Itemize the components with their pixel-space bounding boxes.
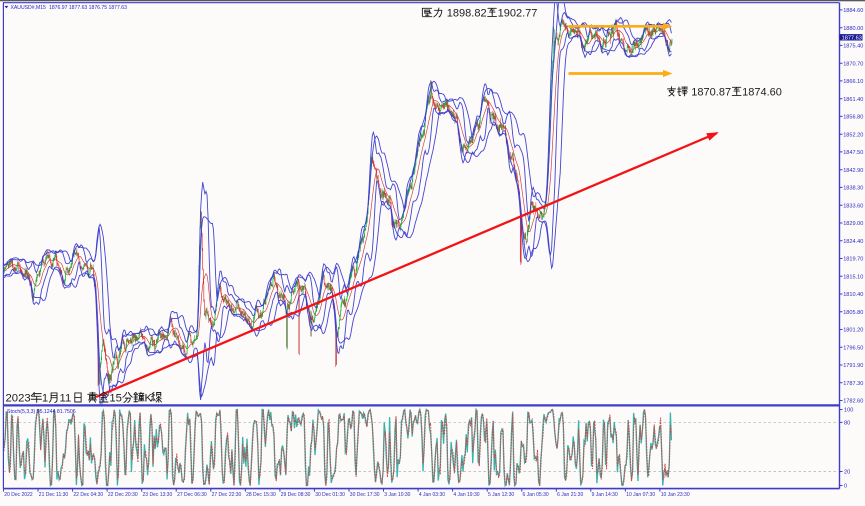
svg-text:1791.90: 1791.90 bbox=[843, 363, 863, 369]
svg-text:3 Jan 10:30: 3 Jan 10:30 bbox=[384, 492, 410, 498]
svg-text:1856.80: 1856.80 bbox=[843, 115, 863, 121]
svg-text:1801.20: 1801.20 bbox=[843, 328, 863, 334]
svg-text:2023: 2023 bbox=[6, 393, 31, 405]
svg-text:1: 1 bbox=[42, 393, 48, 405]
svg-text:6 Jan 05:30: 6 Jan 05:30 bbox=[523, 492, 549, 498]
svg-text:4 Jan 03:30: 4 Jan 03:30 bbox=[419, 492, 445, 498]
svg-text:1815.10: 1815.10 bbox=[843, 274, 863, 280]
svg-text:1870.87: 1870.87 bbox=[691, 86, 731, 98]
svg-text:1829.00: 1829.00 bbox=[843, 221, 863, 227]
svg-text:1875.40: 1875.40 bbox=[843, 44, 863, 50]
svg-text:100: 100 bbox=[844, 408, 853, 414]
svg-text:30 Dec 17:30: 30 Dec 17:30 bbox=[350, 492, 380, 498]
svg-text:27 Dec 22:30: 27 Dec 22:30 bbox=[212, 492, 242, 498]
svg-text:1866.10: 1866.10 bbox=[843, 79, 863, 85]
svg-text:1898.82: 1898.82 bbox=[447, 7, 487, 19]
svg-text:1902.77: 1902.77 bbox=[498, 7, 538, 19]
svg-text:1884.60: 1884.60 bbox=[843, 8, 863, 14]
svg-text:1852.20: 1852.20 bbox=[843, 132, 863, 138]
svg-text:XAUUSD#,M15: XAUUSD#,M15 bbox=[11, 5, 47, 11]
svg-text:5 Jan 12:30: 5 Jan 12:30 bbox=[488, 492, 514, 498]
svg-text:1870.70: 1870.70 bbox=[843, 61, 863, 67]
svg-text:20: 20 bbox=[844, 470, 850, 476]
svg-text:1861.40: 1861.40 bbox=[843, 97, 863, 103]
svg-text:29 Dec 08:30: 29 Dec 08:30 bbox=[281, 492, 311, 498]
svg-text:30 Dec 01:30: 30 Dec 01:30 bbox=[315, 492, 345, 498]
svg-text:1874.60: 1874.60 bbox=[742, 86, 782, 98]
svg-text:1787.30: 1787.30 bbox=[843, 381, 863, 387]
svg-text:22 Dec 04:30: 22 Dec 04:30 bbox=[73, 492, 103, 498]
svg-text:1833.60: 1833.60 bbox=[843, 203, 863, 209]
svg-text:20 Dec 2022: 20 Dec 2022 bbox=[4, 492, 33, 498]
svg-text:10 Jan 23:30: 10 Jan 23:30 bbox=[661, 492, 690, 498]
svg-text:Stoch(5,3,3) 95.1244 81.7506: Stoch(5,3,3) 95.1244 81.7506 bbox=[7, 409, 76, 415]
svg-text:1842.90: 1842.90 bbox=[843, 168, 863, 174]
svg-text:1796.50: 1796.50 bbox=[843, 345, 863, 351]
svg-text:22 Dec 20:30: 22 Dec 20:30 bbox=[108, 492, 138, 498]
svg-text:27 Dec 06:30: 27 Dec 06:30 bbox=[177, 492, 207, 498]
svg-text:10 Jan 07:30: 10 Jan 07:30 bbox=[626, 492, 655, 498]
svg-text:1876.97 1877.63 1876.75 1877.6: 1876.97 1877.63 1876.75 1877.63 bbox=[49, 5, 127, 11]
svg-text:K: K bbox=[145, 393, 153, 405]
svg-text:1877.63: 1877.63 bbox=[842, 36, 862, 42]
svg-text:1782.60: 1782.60 bbox=[843, 399, 863, 405]
svg-text:28 Dec 15:30: 28 Dec 15:30 bbox=[246, 492, 276, 498]
svg-text:23 Dec 13:30: 23 Dec 13:30 bbox=[143, 492, 173, 498]
svg-text:80: 80 bbox=[844, 421, 850, 427]
svg-text:1824.40: 1824.40 bbox=[843, 239, 863, 245]
svg-text:1819.70: 1819.70 bbox=[843, 257, 863, 263]
svg-text:1880.00: 1880.00 bbox=[843, 26, 863, 32]
svg-text:1847.50: 1847.50 bbox=[843, 150, 863, 156]
svg-text:15: 15 bbox=[109, 393, 122, 405]
svg-text:0: 0 bbox=[844, 484, 847, 490]
svg-text:6 Jan 21:30: 6 Jan 21:30 bbox=[557, 492, 583, 498]
svg-text:9 Jan 14:30: 9 Jan 14:30 bbox=[592, 492, 618, 498]
svg-text:11: 11 bbox=[60, 393, 72, 405]
svg-text:1838.30: 1838.30 bbox=[843, 186, 863, 192]
svg-text:1805.80: 1805.80 bbox=[843, 310, 863, 316]
svg-text:4 Jan 19:30: 4 Jan 19:30 bbox=[453, 492, 479, 498]
svg-text:1810.40: 1810.40 bbox=[843, 292, 863, 298]
svg-text:21 Dec 11:30: 21 Dec 11:30 bbox=[39, 492, 69, 498]
